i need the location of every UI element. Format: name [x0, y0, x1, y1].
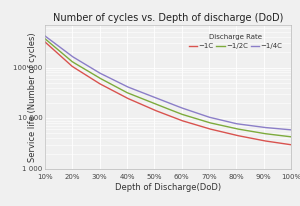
Line: −1/2C: −1/2C: [45, 39, 291, 137]
−1/4C: [289, 129, 293, 131]
−1/4C: [250, 125, 254, 127]
−1/4C: [266, 126, 270, 129]
−1/2C: [266, 133, 270, 135]
−1/2C: [43, 37, 47, 40]
−1/2C: [190, 116, 193, 118]
X-axis label: Depth of Discharge(DoD): Depth of Discharge(DoD): [115, 183, 221, 192]
−1C: [289, 144, 293, 146]
−1C: [44, 41, 48, 44]
−1/4C: [190, 110, 193, 112]
Text: 10 000: 10 000: [18, 115, 43, 121]
−1/4C: [194, 111, 197, 114]
−1/4C: [43, 35, 47, 37]
−1/2C: [189, 116, 192, 118]
−1C: [43, 41, 47, 43]
Title: Number of cycles vs. Depth of discharge (DoD): Number of cycles vs. Depth of discharge …: [53, 13, 283, 22]
−1C: [194, 123, 197, 126]
−1/4C: [44, 35, 48, 38]
Legend: −1C, −1/2C, −1/4C: −1C, −1/2C, −1/4C: [186, 31, 285, 52]
Line: −1C: −1C: [45, 42, 291, 145]
Text: 1 000: 1 000: [22, 166, 43, 172]
Y-axis label: Service life (Number of cycles): Service life (Number of cycles): [28, 32, 38, 162]
−1C: [266, 140, 270, 143]
−1/4C: [189, 110, 192, 112]
Line: −1/4C: −1/4C: [45, 36, 291, 130]
−1/2C: [44, 38, 48, 41]
−1/2C: [194, 117, 197, 120]
−1/2C: [250, 130, 254, 133]
−1C: [189, 122, 192, 124]
Text: 100 000: 100 000: [13, 64, 43, 70]
−1C: [250, 137, 254, 140]
−1/2C: [289, 136, 293, 138]
−1C: [190, 122, 193, 125]
